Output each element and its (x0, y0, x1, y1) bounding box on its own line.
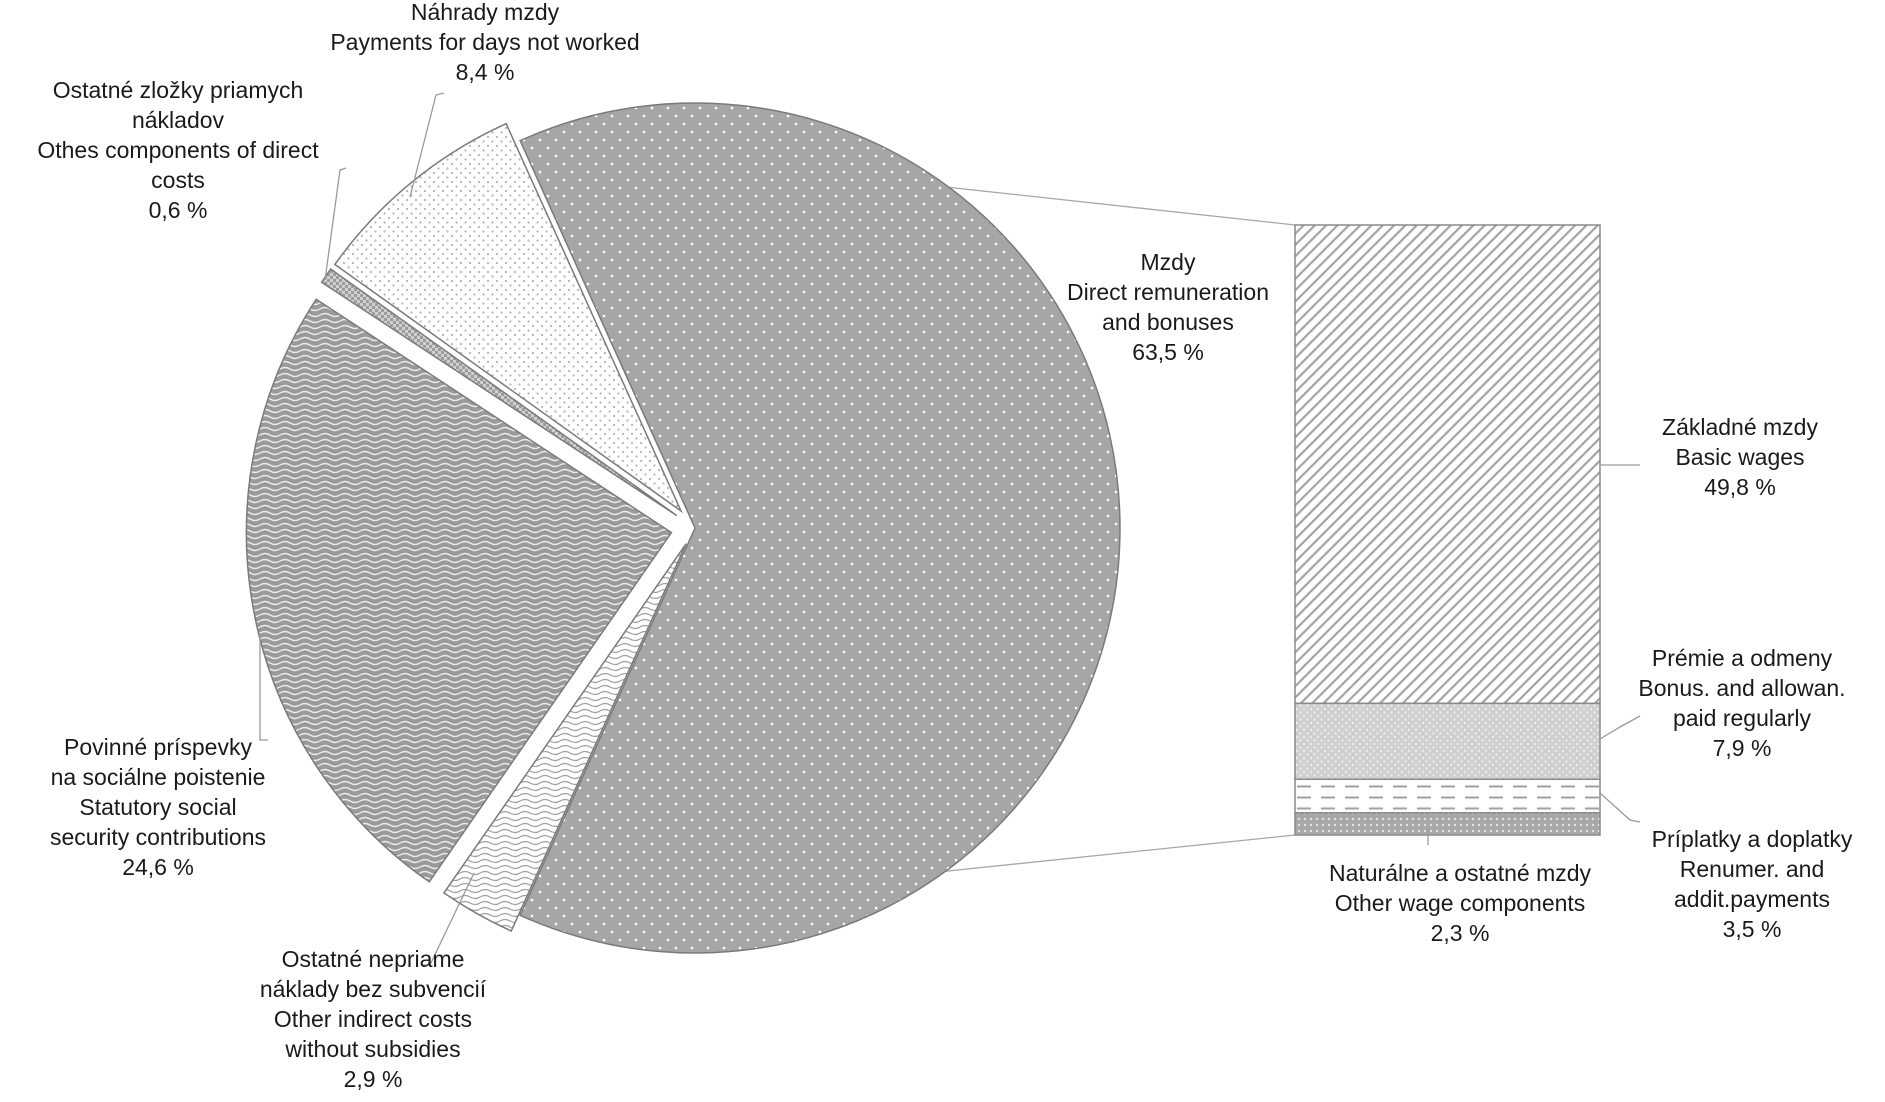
pie-label-line: náklady bez subvencií (260, 976, 487, 1002)
pie-slice-social (245, 298, 673, 883)
pie-label-line: Payments for days not worked (330, 29, 639, 55)
pie-label-line: Direct remuneration (1067, 279, 1269, 305)
bar-label-line: 7,9 % (1713, 735, 1772, 761)
pie-label-nahrady: Náhrady mzdy Payments for days not worked… (330, 0, 639, 85)
pie-label-line: Other indirect costs (274, 1006, 472, 1032)
pie-label-line: Mzdy (1141, 249, 1196, 275)
pie-label-mzdy: Mzdy Direct remuneration and bonuses 63,5 % (1067, 249, 1269, 365)
pie-label-line: 63,5 % (1132, 339, 1204, 365)
bar-label-priplatky: Príplatky a doplatky Renumer. and addit.pa… (1652, 826, 1853, 942)
bar-label-line: Naturálne a ostatné mzdy (1329, 860, 1592, 886)
bar-segment-bonus (1294, 702, 1601, 781)
bar-label-line: 49,8 % (1704, 474, 1776, 500)
pie-label-line: nákladov (132, 107, 225, 133)
pie-label-line: 2,9 % (344, 1066, 403, 1092)
pie-label-indirect: Ostatné nepriame náklady bez subvencií Oth… (260, 946, 487, 1092)
pie-slice-indirect (442, 543, 687, 933)
bar-label-line: Other wage components (1335, 890, 1586, 916)
bar-label-line: Bonus. and allowan. (1638, 675, 1845, 701)
leader-line-social (259, 635, 268, 741)
pie-label-line: na sociálne poistenie (51, 764, 266, 790)
bar-label-line: Základné mzdy (1662, 414, 1818, 440)
bar-label-line: Príplatky a doplatky (1652, 826, 1853, 852)
pie-label-line: without subsidies (284, 1036, 460, 1062)
pie-label-line: Ostatné nepriame (282, 946, 465, 972)
pie-label-line: Povinné príspevky (64, 734, 252, 760)
leader-line-indirect (423, 872, 475, 966)
bar-label-line: Prémie a odmeny (1652, 645, 1833, 671)
leader-line-priplatky (1599, 792, 1641, 823)
pie-label-line: Ostatné zložky priamych (53, 77, 304, 103)
pie-label-line: 8,4 % (456, 59, 515, 85)
bar-label-line: Renumer. and (1680, 856, 1824, 882)
bar-label-line: 3,5 % (1723, 916, 1782, 942)
pie-label-line: 24,6 % (122, 854, 194, 880)
bar-segment-priplatky (1294, 778, 1601, 814)
pie-label-line: Othes components of direct (37, 137, 319, 163)
bar-label-basic: Základné mzdy Basic wages 49,8 % (1662, 414, 1818, 500)
leader-line-other_direct (324, 167, 347, 281)
pie-label-line: security contributions (50, 824, 266, 850)
pie-label-line: 0,6 % (149, 197, 208, 223)
leader-line-bonus (1599, 715, 1641, 740)
pie-label-other_direct: Ostatné zložky priamych nákladov Othes com… (37, 77, 319, 223)
bar-label-line: paid regularly (1673, 705, 1812, 731)
pie-label-social: Povinné príspevky na sociálne poistenie St… (50, 734, 266, 880)
bar-label-naturalne: Naturálne a ostatné mzdy Other wage compo… (1329, 860, 1592, 946)
pie-label-line: Náhrady mzdy (411, 0, 560, 25)
pie-slice-nahrady (333, 122, 683, 514)
bar-label-bonus: Prémie a odmeny Bonus. and allowan. paid r… (1638, 645, 1845, 761)
leader-line-nahrady (409, 92, 445, 198)
bar-label-line: addit.payments (1674, 886, 1830, 912)
bar-segment-naturalne (1294, 812, 1601, 836)
pie-label-line: Statutory social (79, 794, 236, 820)
pie-label-line: costs (151, 167, 205, 193)
bar-label-line: 2,3 % (1431, 920, 1490, 946)
pie-slice-mzdy (519, 102, 1121, 954)
bar-label-line: Basic wages (1675, 444, 1804, 470)
pie-label-line: and bonuses (1102, 309, 1234, 335)
bar-segment-basic (1294, 224, 1601, 705)
